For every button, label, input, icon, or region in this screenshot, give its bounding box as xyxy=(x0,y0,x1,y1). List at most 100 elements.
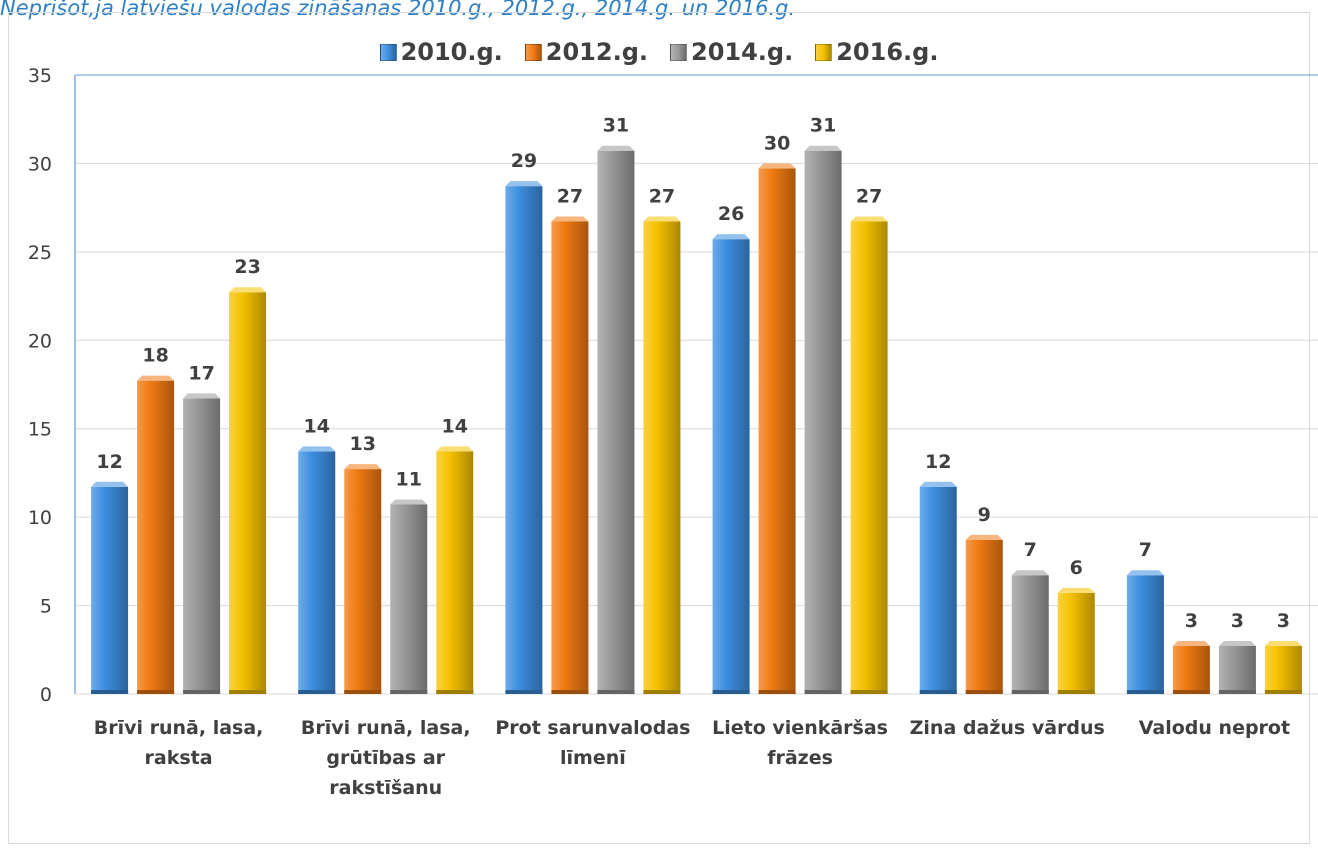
bar[interactable] xyxy=(505,181,543,694)
bar-body[interactable] xyxy=(436,451,474,694)
bar-cap[interactable] xyxy=(91,481,129,487)
bar-cap[interactable] xyxy=(1218,640,1256,646)
bar-cap[interactable] xyxy=(298,446,336,452)
bar-cap[interactable] xyxy=(1011,570,1049,576)
bar-body[interactable] xyxy=(298,451,336,694)
bar-body[interactable] xyxy=(597,150,635,694)
bar-cap[interactable] xyxy=(505,181,543,187)
bar[interactable] xyxy=(1057,587,1095,694)
bar-body[interactable] xyxy=(1126,575,1164,694)
bar[interactable] xyxy=(1011,570,1049,694)
bar-body[interactable] xyxy=(1218,645,1256,694)
legend-item: 2016.g. xyxy=(815,38,938,66)
bar-cap[interactable] xyxy=(390,499,428,505)
bar[interactable] xyxy=(643,216,681,694)
bar-cap[interactable] xyxy=(344,464,382,470)
bar[interactable] xyxy=(137,375,175,694)
bar[interactable] xyxy=(390,499,428,694)
bar-body[interactable] xyxy=(551,221,589,694)
bar[interactable] xyxy=(1172,640,1210,694)
bar-base xyxy=(1126,690,1164,694)
bar[interactable] xyxy=(804,145,842,694)
bar-cap[interactable] xyxy=(643,216,681,222)
bar-body[interactable] xyxy=(137,380,175,694)
bar-cap[interactable] xyxy=(1172,640,1210,646)
bar-cap[interactable] xyxy=(804,145,842,151)
bar-base xyxy=(1218,690,1256,694)
data-label: 9 xyxy=(978,504,991,526)
bar[interactable] xyxy=(229,287,267,694)
data-label: 7 xyxy=(1139,539,1152,561)
bar-cap[interactable] xyxy=(229,287,267,293)
bar-body[interactable] xyxy=(91,486,129,694)
x-tick-label-line: Brīvi runā, lasa, xyxy=(94,717,264,739)
bar-body[interactable] xyxy=(1011,575,1049,694)
x-tick-label: Prot sarunvalodas līmenī xyxy=(495,717,690,769)
bar[interactable] xyxy=(712,234,750,694)
bar-cap[interactable] xyxy=(712,234,750,240)
bar-body[interactable] xyxy=(804,150,842,694)
bar-cap[interactable] xyxy=(1264,640,1302,646)
legend-item: 2014.g. xyxy=(670,38,793,66)
bar[interactable] xyxy=(91,481,129,694)
bar-base xyxy=(1172,690,1210,694)
legend-swatch xyxy=(524,43,542,61)
x-tick-label-line: raksta xyxy=(145,747,213,769)
bar[interactable] xyxy=(436,446,474,694)
legend-label: 2010.g. xyxy=(400,38,503,66)
bar-cap[interactable] xyxy=(1126,570,1164,576)
bar-body[interactable] xyxy=(505,186,543,694)
bar[interactable] xyxy=(551,216,589,694)
x-tick-label-line: līmenī xyxy=(560,747,626,769)
bar-body[interactable] xyxy=(229,292,267,694)
bar-body[interactable] xyxy=(850,221,888,694)
bar-base xyxy=(1011,690,1049,694)
bar[interactable] xyxy=(597,145,635,694)
x-tick-label-line: Prot sarunvalodas xyxy=(495,717,690,739)
bar-body[interactable] xyxy=(1172,645,1210,694)
bar-base xyxy=(183,690,221,694)
bar-body[interactable] xyxy=(1264,645,1302,694)
bar-cap[interactable] xyxy=(597,145,635,151)
bar-cap[interactable] xyxy=(919,481,957,487)
legend-label: 2016.g. xyxy=(836,38,939,66)
bar-body[interactable] xyxy=(919,486,957,694)
bar[interactable] xyxy=(183,393,221,694)
bar[interactable] xyxy=(919,481,957,694)
legend-item: 2012.g. xyxy=(524,38,648,66)
bar[interactable] xyxy=(298,446,336,694)
bar[interactable] xyxy=(850,216,888,694)
data-label: 3 xyxy=(1277,610,1290,632)
bar-body[interactable] xyxy=(712,239,750,694)
x-tick-label-line: Brīvi runā, lasa, xyxy=(301,717,471,739)
bar-base xyxy=(137,690,175,694)
bar-cap[interactable] xyxy=(758,163,796,169)
bar-cap[interactable] xyxy=(551,216,589,222)
bar-cap[interactable] xyxy=(850,216,888,222)
bar[interactable] xyxy=(758,163,796,694)
bar[interactable] xyxy=(1126,570,1164,694)
bar[interactable] xyxy=(1264,640,1302,694)
legend-item: 2010.g. xyxy=(379,38,503,66)
bar-cap[interactable] xyxy=(965,534,1003,540)
bar-body[interactable] xyxy=(758,168,796,694)
bar-cap[interactable] xyxy=(137,375,175,381)
bar-body[interactable] xyxy=(965,539,1003,694)
data-label: 7 xyxy=(1024,539,1037,561)
bar[interactable] xyxy=(1218,640,1256,694)
bar[interactable] xyxy=(965,534,1003,694)
data-label: 3 xyxy=(1231,610,1244,632)
data-label: 23 xyxy=(234,256,260,278)
bar-cap[interactable] xyxy=(183,393,221,399)
legend-label: 2012.g. xyxy=(545,38,648,66)
bar-body[interactable] xyxy=(1057,592,1095,694)
bar-body[interactable] xyxy=(344,469,382,694)
bar[interactable] xyxy=(344,464,382,694)
bar-body[interactable] xyxy=(183,398,221,694)
bar-cap[interactable] xyxy=(1057,587,1095,593)
y-tick-label: 25 xyxy=(28,242,52,264)
bar-cap[interactable] xyxy=(436,446,474,452)
bar-body[interactable] xyxy=(390,504,428,694)
x-tick-label-line: Lieto vienkāršas xyxy=(712,717,888,739)
bar-body[interactable] xyxy=(643,221,681,694)
